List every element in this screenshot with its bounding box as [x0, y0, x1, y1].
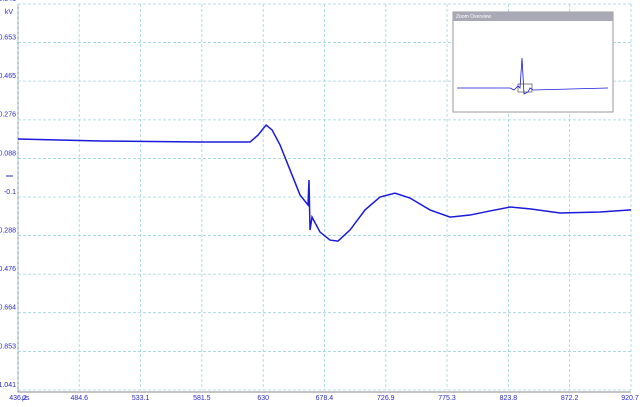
x-tick-label: 436.2 [9, 395, 27, 402]
x-unit: µs [22, 395, 30, 402]
x-tick-label: 775.3 [438, 395, 456, 402]
y-tick-label: -0.664 [0, 305, 16, 312]
x-tick-label: 533.1 [132, 395, 150, 402]
y-tick-label: -0.476 [0, 266, 16, 273]
x-tick-label: 581.5 [193, 395, 211, 402]
x-tick-label: 678.4 [316, 395, 334, 402]
inset-trace [457, 57, 609, 95]
y-unit: kV [5, 9, 14, 16]
x-tick-label: 630 [257, 395, 269, 402]
inset-title: Zoom Overview [456, 14, 491, 20]
x-tick-label: 484.6 [70, 395, 88, 402]
y-tick-label: -1.041 [0, 382, 16, 389]
x-tick-label: 872.2 [561, 395, 579, 402]
x-tick-label: 920.7 [621, 395, 639, 402]
y-tick-label: -0.288 [0, 227, 16, 234]
y-tick-label: 0.653 [0, 34, 16, 41]
zoom-overview[interactable]: Zoom Overview [452, 11, 614, 113]
x-tick-label: 823.8 [500, 395, 518, 402]
y-tick-label: 0.465 [0, 73, 16, 80]
inset-titlebar [453, 12, 613, 21]
y-tick-label: -0.1 [4, 189, 16, 196]
x-tick-label: 726.9 [377, 395, 395, 402]
y-tick-label: 0.088 [0, 150, 16, 157]
waveform [17, 123, 632, 242]
y-tick-label: 0.276 [0, 112, 16, 119]
y-tick-label: 0.841 [0, 0, 16, 3]
inset-zoom-box [517, 83, 533, 93]
y-tick-label: -0.853 [0, 343, 16, 350]
inset-frame [452, 11, 614, 113]
